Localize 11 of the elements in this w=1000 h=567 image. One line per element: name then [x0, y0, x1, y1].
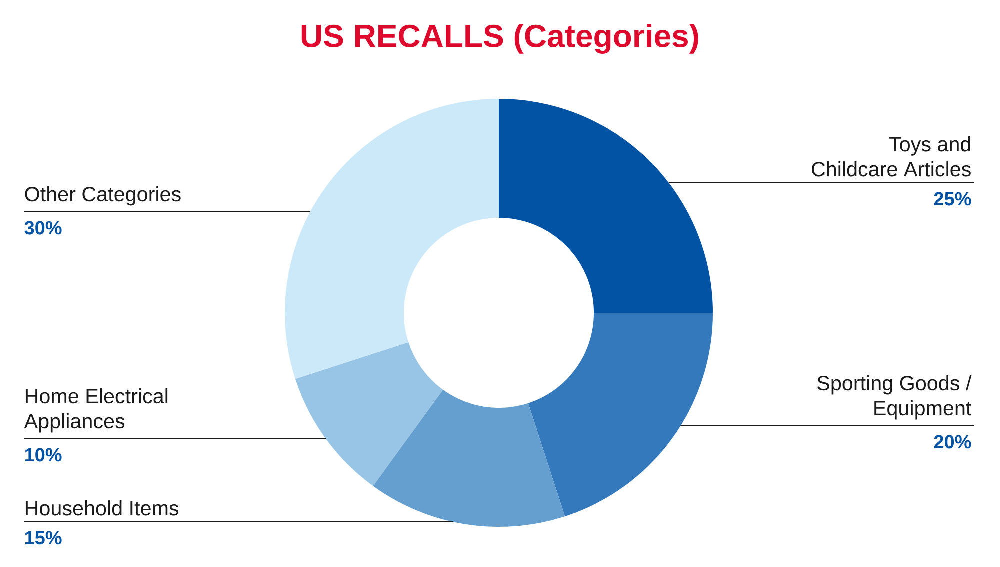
slice-label: Sporting Goods / Equipment [818, 375, 972, 420]
data-label: 30% [24, 221, 62, 235]
data-label: 15% [25, 531, 62, 545]
data-label: 20% [934, 435, 972, 449]
slice-label: Household Items [26, 500, 179, 516]
slice-label: Home Electrical Appliances [24, 388, 168, 433]
slice-label: Other Categories [25, 186, 181, 206]
slice-label: Toys and Childcare Articles [812, 136, 971, 177]
chart-title: US RECALLS (Categories) [302, 24, 698, 54]
data-label: 10% [25, 448, 62, 462]
data-label: 25% [934, 192, 972, 206]
